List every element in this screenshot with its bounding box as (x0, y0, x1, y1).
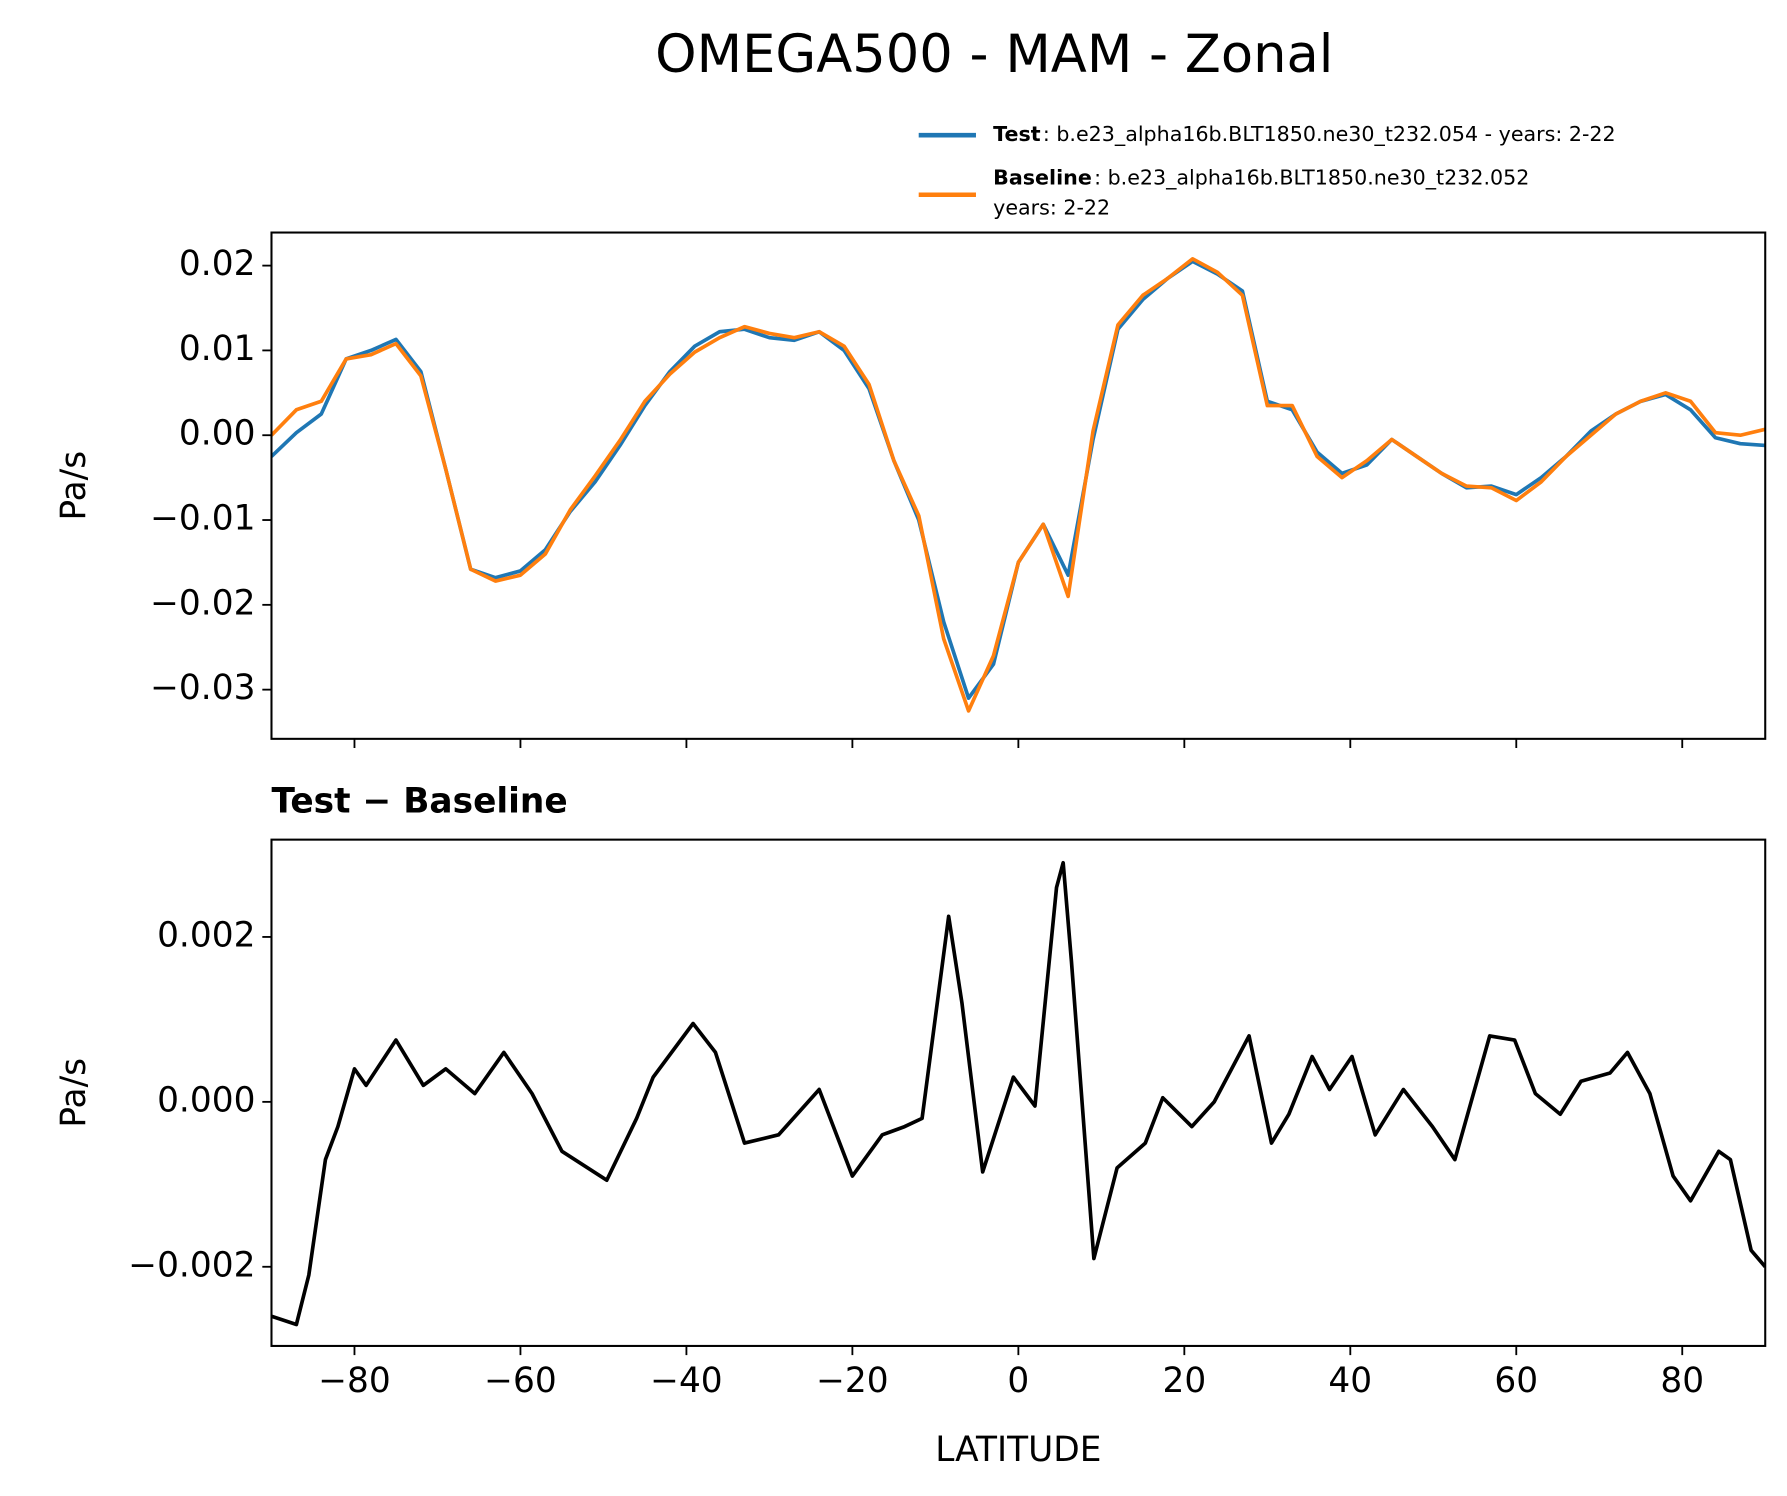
x-axis-label: LATITUDE (935, 1430, 1101, 1470)
legend-description: years: 2-22 (993, 195, 1110, 219)
legend-name: Test (993, 122, 1041, 146)
data-line (271, 256, 1766, 713)
x-tick-label: −20 (816, 1361, 889, 1401)
x-tick-label: 40 (1328, 1361, 1372, 1401)
y-tick-label: 0.002 (157, 915, 255, 955)
x-tick-label: 20 (1162, 1361, 1206, 1401)
figure-title: OMEGA500 - MAM - Zonal (655, 24, 1333, 85)
legend-description: : b.e23_alpha16b.BLT1850.ne30_t232.052 (1094, 166, 1529, 191)
y-tick-label: −0.002 (128, 1245, 255, 1285)
axes-frame (270, 838, 1767, 1347)
data-line (271, 860, 1766, 1327)
y-tick-label: 0.000 (157, 1080, 255, 1120)
y-tick-label: 0.01 (179, 329, 256, 369)
axes-title: Test − Baseline (271, 781, 567, 821)
legend-name: Baseline (993, 166, 1092, 190)
y-tick-label: −0.01 (150, 499, 255, 539)
x-tick-label: 60 (1494, 1361, 1538, 1401)
y-axis-label: Pa/s (54, 451, 94, 521)
axes-frame (270, 231, 1767, 740)
x-tick-label: 80 (1660, 1361, 1704, 1401)
y-tick-label: 0.02 (179, 244, 256, 284)
legend-description: : b.e23_alpha16b.BLT1850.ne30_t232.054 -… (1043, 122, 1616, 147)
y-axis-label: Pa/s (54, 1058, 94, 1128)
x-tick-label: −80 (318, 1361, 391, 1401)
y-tick-label: −0.02 (150, 583, 255, 623)
x-tick-label: −40 (650, 1361, 723, 1401)
x-tick-label: −60 (484, 1361, 557, 1401)
y-tick-label: −0.03 (150, 668, 255, 708)
y-tick-label: 0.00 (179, 414, 256, 454)
x-tick-label: 0 (1007, 1361, 1029, 1401)
